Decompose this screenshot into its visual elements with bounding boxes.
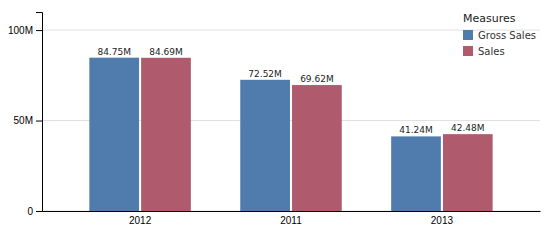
x-tick-label: 2011 xyxy=(280,215,302,226)
bar xyxy=(89,58,139,211)
bar-series xyxy=(141,58,493,211)
x-axis-line xyxy=(43,211,541,212)
x-axis: 2012 2011 2013 xyxy=(43,212,541,227)
y-axis-line xyxy=(36,13,43,212)
y-tick: 50M xyxy=(14,115,42,126)
y-axis: 0 50M 100M xyxy=(8,13,43,217)
data-label: 69.62M xyxy=(300,74,334,84)
legend-swatch xyxy=(463,30,473,40)
x-tick: 2011 xyxy=(280,215,302,226)
legend: Measures Gross Sales Sales xyxy=(463,12,536,57)
legend-item: Gross Sales xyxy=(463,30,536,41)
x-tick-label: 2013 xyxy=(431,215,454,226)
x-tick: 2012 xyxy=(129,215,152,226)
y-tick-mark xyxy=(36,121,42,122)
bar-series xyxy=(89,58,441,211)
legend-swatch xyxy=(463,46,473,56)
legend-item: Sales xyxy=(463,46,505,57)
bar xyxy=(292,85,342,211)
y-tick-mark xyxy=(36,211,42,212)
data-labels: 84.75M 72.52M 41.24M 84.69M 69.62M 42.48M xyxy=(97,47,484,136)
bar xyxy=(443,134,493,211)
data-label: 84.75M xyxy=(97,47,131,57)
bars xyxy=(89,58,492,211)
bar xyxy=(240,80,290,211)
chart: 84.75M 72.52M 41.24M 84.69M 69.62M 42.48M 2012… xyxy=(0,0,550,235)
bar xyxy=(141,58,191,211)
y-tick-label: 100M xyxy=(8,25,33,36)
bar xyxy=(391,136,441,211)
plot: 84.75M 72.52M 41.24M 84.69M 69.62M 42.48M 2012… xyxy=(8,12,541,226)
y-tick: 100M xyxy=(8,25,42,36)
legend-label: Gross Sales xyxy=(478,30,536,41)
y-tick-mark xyxy=(36,30,42,31)
legend-label: Sales xyxy=(478,46,505,57)
data-label: 41.24M xyxy=(399,125,433,135)
data-label: 72.52M xyxy=(248,69,282,79)
x-tick-label: 2012 xyxy=(129,215,152,226)
grid xyxy=(42,30,540,211)
data-label: 42.48M xyxy=(451,123,485,133)
y-tick: 0 xyxy=(27,206,42,217)
y-tick-label: 0 xyxy=(27,206,33,217)
legend-title: Measures xyxy=(463,12,516,25)
y-tick-label: 50M xyxy=(14,115,33,126)
x-tick: 2013 xyxy=(431,215,454,226)
data-label: 84.69M xyxy=(149,47,183,57)
